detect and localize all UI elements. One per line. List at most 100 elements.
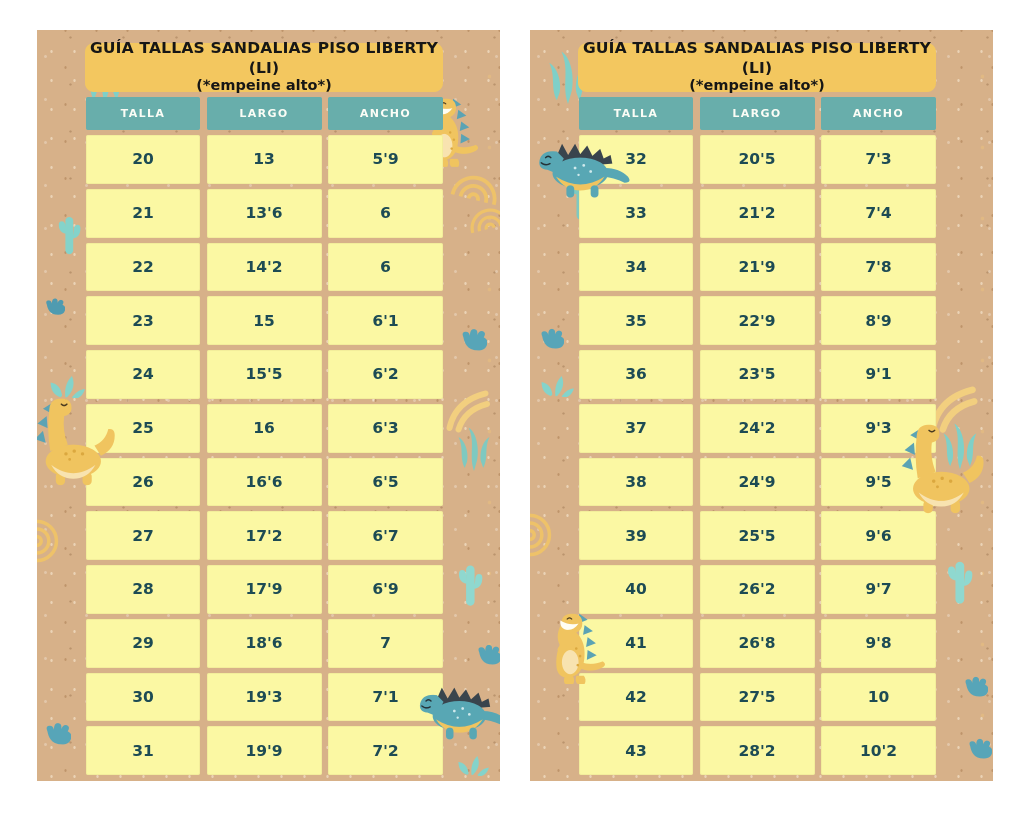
arcs-icon [462,197,500,234]
table-cell: 23 [86,296,200,345]
table-row: 36 23'5 9'1 [579,350,936,399]
table-row: 28 17'9 6'9 [86,565,443,614]
table-row: 41 26'8 9'8 [579,618,936,668]
table-cell: 13'6 [206,188,322,238]
table-cell: 22 [86,242,200,292]
table-cell: 15'5 [206,350,322,399]
column-header-ancho: ANCHO [821,97,936,130]
table-row: 26 16'6 6'5 [86,457,443,507]
table-row: 33 21'2 7'4 [579,188,936,238]
table-cell: 6 [328,188,443,238]
table-cell: 28 [86,565,200,614]
table-cell: 21'2 [699,188,815,238]
footprint-icon [968,736,992,760]
table-cell: 6'7 [328,511,443,560]
table-header-row: TALLA LARGO ANCHO [86,97,443,130]
table-row: 39 25'5 9'6 [579,511,936,560]
table-cell: 8'9 [821,296,936,345]
table-cell: 7 [328,618,443,668]
table-cell: 6 [328,242,443,292]
table-row: 24 15'5 6'2 [86,350,443,399]
blue-dino-icon [530,136,634,200]
table-cell: 26'2 [699,565,815,614]
table-row: 23 15 6'1 [86,296,443,345]
table-cell: 40 [579,565,693,614]
table-cell: 43 [579,726,693,775]
table-cell: 24 [86,350,200,399]
column-header-talla: TALLA [86,97,200,130]
footprint-icon [461,326,487,352]
cactus-icon [57,212,81,258]
table-cell: 6'2 [328,350,443,399]
table-cell: 33 [579,188,693,238]
table-cell: 34 [579,242,693,292]
size-guide-panel-left: GUÍA TALLAS SANDALIAS PISO LIBERTY (LI) … [37,30,500,781]
table-row: 35 22'9 8'9 [579,296,936,345]
column-header-largo: LARGO [206,97,322,130]
trex-dino-icon [540,608,608,686]
table-cell: 41 [579,618,693,668]
cactus-icon [946,554,973,610]
table-cell: 22'9 [699,296,815,345]
column-header-ancho: ANCHO [328,97,443,130]
table-row: 25 16 6'3 [86,403,443,453]
footprint-icon [964,674,988,698]
table-cell: 27'5 [699,672,815,722]
blue-dino-icon [411,680,500,742]
size-table-body: 20 13 5'9 21 13'6 6 22 14'2 6 23 15 6'1 24 15'5 6'2 25 1… [86,135,443,775]
table-cell: 17'9 [206,565,322,614]
table-cell: 26'8 [699,618,815,668]
table-cell: 7'1 [328,672,443,722]
table-cell: 13 [206,135,322,184]
table-cell: 7'4 [821,188,936,238]
arcs-icon [530,511,559,559]
table-row: 20 13 5'9 [86,135,443,184]
table-cell: 20 [86,135,200,184]
table-cell: 16'6 [206,457,322,507]
table-row: 43 28'2 10'2 [579,726,936,775]
table-row: 21 13'6 6 [86,188,443,238]
table-cell: 26 [86,457,200,507]
table-cell: 28'2 [699,726,815,775]
size-table-body: 32 20'5 7'3 33 21'2 7'4 34 21'9 7'8 35 22'9 8'9 36 23… [579,135,936,775]
table-cell: 7'2 [328,726,443,775]
table-cell: 6'5 [328,457,443,507]
column-header-largo: LARGO [699,97,815,130]
footprint-icon [45,296,65,316]
table-cell: 9'6 [821,511,936,560]
table-cell: 6'3 [328,403,443,453]
table-cell: 10 [821,672,936,722]
footprint-icon [45,720,71,746]
table-row: 37 24'2 9'3 [579,403,936,453]
table-cell: 29 [86,618,200,668]
table-cell: 17'2 [206,511,322,560]
table-subtitle: (*empeine alto*) [689,78,825,95]
table-cell: 35 [579,296,693,345]
table-cell: 18'6 [206,618,322,668]
table-cell: 19'9 [206,726,322,775]
table-cell: 30 [86,672,200,722]
table-cell: 31 [86,726,200,775]
table-cell: 10'2 [821,726,936,775]
table-row: 38 24'9 9'5 [579,457,936,507]
bronto-dino-icon [37,394,123,488]
table-cell: 38 [579,457,693,507]
table-title: GUÍA TALLAS SANDALIAS PISO LIBERTY (LI) [582,39,932,77]
table-cell: 42 [579,672,693,722]
table-cell: 9'7 [821,565,936,614]
footprint-icon [477,642,500,666]
footprint-icon [540,326,564,350]
table-cell: 21 [86,188,200,238]
table-row: 40 26'2 9'7 [579,565,936,614]
plant-icon [540,372,574,397]
table-cell: 20'5 [699,135,815,184]
table-cell: 6'9 [328,565,443,614]
table-cell: 9'8 [821,618,936,668]
bronto-dino-icon [898,420,992,516]
table-cell: 14'2 [206,242,322,292]
table-cell: 36 [579,350,693,399]
cactus-icon [457,558,483,612]
table-row: 34 21'9 7'8 [579,242,936,292]
table-cell: 5'9 [328,135,443,184]
seaweed-icon [457,422,491,472]
